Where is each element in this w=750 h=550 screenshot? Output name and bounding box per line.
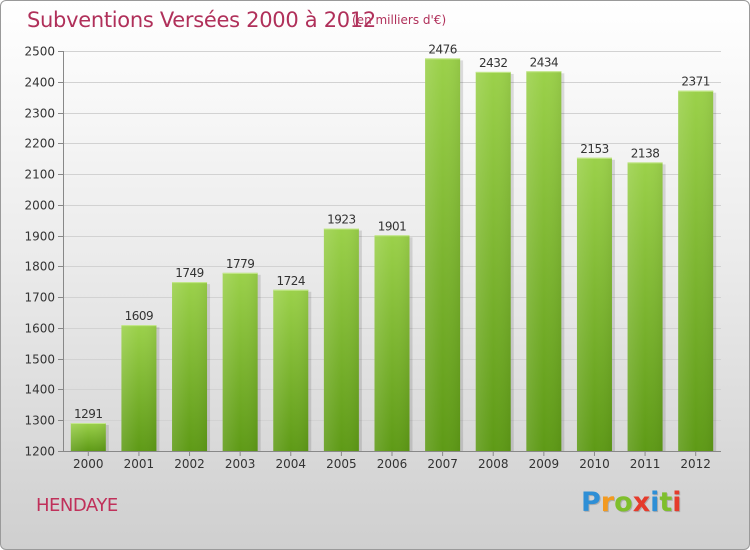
x-tick-label: 2011: [630, 457, 661, 471]
x-tick-label: 2006: [377, 457, 408, 471]
bar-highlight: [425, 58, 461, 452]
x-tick-label: 2010: [579, 457, 610, 471]
x-tick-label: 2007: [427, 457, 458, 471]
y-tick-label: 1900: [24, 230, 55, 244]
data-label: 2432: [479, 56, 508, 70]
x-tick-label: 2005: [326, 457, 357, 471]
logo-letter: x: [632, 487, 651, 518]
data-label: 2371: [681, 75, 710, 89]
y-tick-label: 2000: [24, 199, 55, 213]
x-tick-label: 2004: [275, 457, 306, 471]
data-label: 1609: [125, 309, 154, 323]
logo-letter: i: [672, 487, 682, 518]
x-tick-label: 2001: [124, 457, 155, 471]
data-label: 1779: [226, 257, 255, 271]
y-tick-label: 2100: [24, 168, 55, 182]
proxiti-logo: Proxiti: [581, 487, 682, 518]
x-tick-label: 2002: [174, 457, 205, 471]
bar-highlight: [576, 157, 612, 451]
bar-highlight: [222, 272, 258, 451]
y-tick-label: 1200: [24, 445, 55, 459]
y-tick-label: 1500: [24, 353, 55, 367]
bar-highlight: [323, 228, 359, 451]
data-label: 2476: [428, 42, 457, 56]
data-label: 1749: [175, 266, 204, 280]
bar-highlight: [526, 71, 562, 452]
bars: [70, 58, 717, 452]
chart-title: Subventions Versées 2000 à 2012: [27, 8, 376, 32]
y-tick-label: 2500: [24, 45, 55, 59]
y-tick-label: 2400: [24, 76, 55, 90]
bar-highlight: [70, 423, 106, 451]
y-tick-label: 1700: [24, 291, 55, 305]
x-axis: 2000 2001 2002 2003 2004 2005 2006 2007 2008 2009…: [63, 451, 721, 471]
data-label: 2434: [530, 55, 559, 69]
x-tick-label: 2000: [73, 457, 104, 471]
data-labels: 1291 1609 1749 1779 1724 1923 1901 2476 2432 2434…: [74, 42, 710, 421]
data-label: 2138: [631, 146, 660, 160]
bar-highlight: [627, 162, 663, 451]
bar-highlight: [273, 289, 309, 451]
data-label: 1923: [327, 213, 356, 227]
y-tick-label: 2300: [24, 107, 55, 121]
bar-highlight: [475, 71, 511, 451]
bar-highlight: [121, 325, 157, 451]
x-tick-label: 2008: [478, 457, 509, 471]
y-axis: 1200 1300 1400 1500 1600 1700 1800 1900 2000 2100…: [24, 45, 64, 459]
x-tick-label: 2009: [529, 457, 560, 471]
y-tick-label: 1300: [24, 414, 55, 428]
logo-letter: i: [650, 487, 660, 518]
bar-highlight: [678, 90, 714, 451]
logo-letter: t: [659, 487, 673, 518]
place-name: HENDAYE: [36, 495, 118, 516]
logo-letter: r: [600, 487, 615, 518]
y-tick-label: 2200: [24, 137, 55, 151]
data-label: 1291: [74, 407, 103, 421]
x-tick-label: 2012: [680, 457, 711, 471]
chart-subtitle: (en milliers d'€): [352, 13, 447, 27]
logo-letter: P: [581, 487, 601, 518]
y-tick-label: 1600: [24, 322, 55, 336]
y-tick-label: 1400: [24, 383, 55, 397]
bar-highlight: [374, 235, 410, 451]
bar-highlight: [172, 282, 208, 451]
data-label: 2153: [580, 142, 609, 156]
data-label: 1901: [378, 219, 407, 233]
x-tick-label: 2003: [225, 457, 256, 471]
data-label: 1724: [276, 274, 305, 288]
y-tick-label: 1800: [24, 260, 55, 274]
logo-letter: o: [614, 487, 633, 518]
